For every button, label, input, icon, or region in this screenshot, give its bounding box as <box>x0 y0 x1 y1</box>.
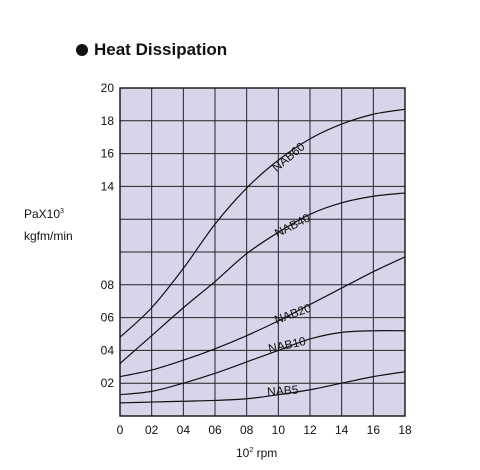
series-label-nab5: NAB5 <box>267 383 300 399</box>
series-line-nab5 <box>119 371 406 404</box>
x-tick-label: 08 <box>240 423 254 437</box>
y-tick-label: 02 <box>101 376 115 390</box>
x-tick-label: 12 <box>303 423 317 437</box>
y-axis-label-line2: kgfm/min <box>24 229 73 243</box>
x-axis-label: 102 rpm <box>236 446 278 460</box>
x-tick-label: 10 <box>272 423 286 437</box>
filled-circle-icon <box>76 44 88 56</box>
y-axis-label-line1: PaX103 <box>24 207 64 221</box>
y-tick-label: 14 <box>101 179 115 193</box>
y-tick-label: 16 <box>101 147 115 161</box>
x-tick-label: 0 <box>117 423 124 437</box>
series-line-nab60 <box>119 108 406 338</box>
x-tick-label: 18 <box>398 423 412 437</box>
x-tick-label: 06 <box>208 423 222 437</box>
y-tick-label: 18 <box>101 114 115 128</box>
series-line-nab10 <box>119 330 406 396</box>
y-tick-label: 04 <box>101 343 115 357</box>
y-tick-label: 08 <box>101 278 115 292</box>
chart-title-text: Heat Dissipation <box>94 40 228 59</box>
x-tick-label: 14 <box>335 423 349 437</box>
y-tick-label: 06 <box>101 311 115 325</box>
x-tick-label: 02 <box>145 423 159 437</box>
plot-frame <box>119 87 406 417</box>
series-line-nab20 <box>119 256 406 378</box>
x-tick-label: 04 <box>177 423 191 437</box>
series-line-nab40 <box>119 192 406 364</box>
x-tick-label: 16 <box>367 423 381 437</box>
chart-title: Heat Dissipation <box>76 40 227 60</box>
y-tick-label: 20 <box>101 81 115 95</box>
